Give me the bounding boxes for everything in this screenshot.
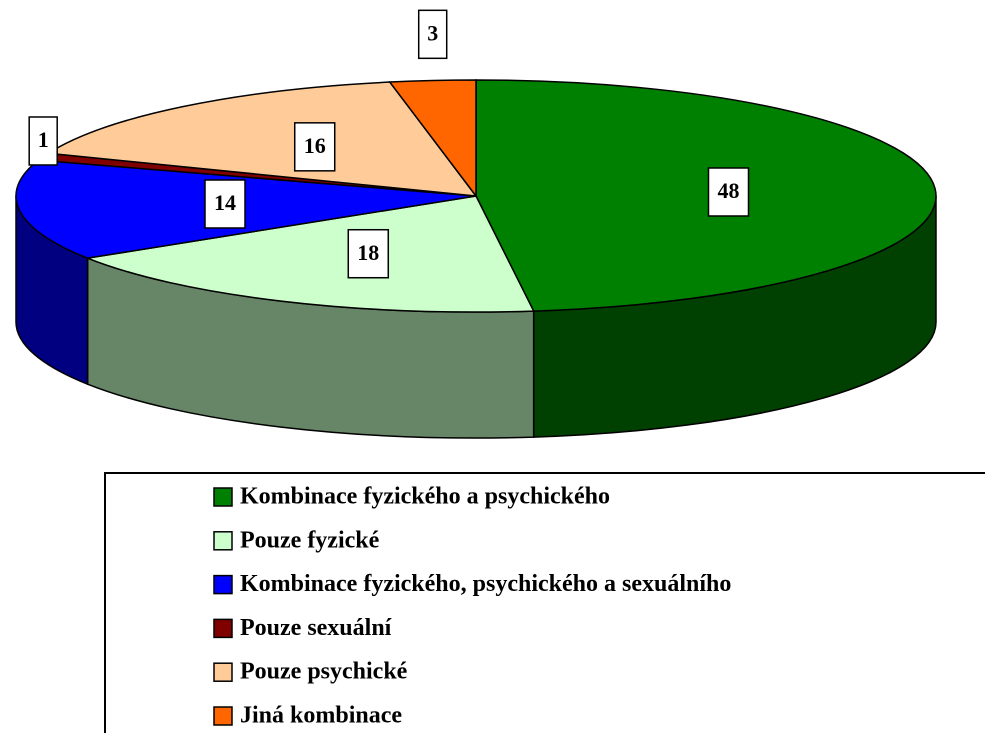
data-label: 48 bbox=[718, 178, 740, 203]
data-label: 18 bbox=[357, 240, 379, 265]
legend-swatch bbox=[213, 487, 233, 507]
legend-label: Kombinace fyzického, psychického a sexuá… bbox=[240, 571, 731, 597]
legend-swatch bbox=[213, 574, 233, 595]
legend-label: Pouze fyzické bbox=[240, 527, 380, 553]
data-label: 14 bbox=[214, 190, 236, 215]
slice bbox=[388, 79, 477, 199]
data-label-box bbox=[417, 9, 448, 60]
slice bbox=[46, 81, 478, 197]
data-label-box bbox=[28, 116, 58, 166]
legend-swatch bbox=[213, 662, 233, 682]
data-label-box bbox=[293, 122, 336, 172]
data-label-box bbox=[707, 167, 750, 217]
slice bbox=[15, 159, 477, 259]
slice bbox=[475, 79, 937, 312]
legend-frame bbox=[104, 472, 985, 733]
legend-label: Pouze psychické bbox=[240, 659, 408, 685]
data-label: 3 bbox=[427, 20, 438, 45]
data-label-box bbox=[204, 179, 246, 229]
legend-label: Pouze sexuální bbox=[240, 615, 392, 641]
legend-label: Jiná kombinace bbox=[240, 703, 402, 729]
data-label: 1 bbox=[38, 127, 49, 152]
legend-swatch bbox=[213, 618, 233, 639]
slice bbox=[84, 195, 535, 313]
data-label-box bbox=[347, 228, 390, 279]
legend-label: Kombinace fyzického a psychického bbox=[240, 484, 610, 510]
legend-swatch bbox=[213, 706, 233, 726]
data-label: 16 bbox=[304, 133, 326, 158]
legend-swatch bbox=[213, 531, 233, 551]
